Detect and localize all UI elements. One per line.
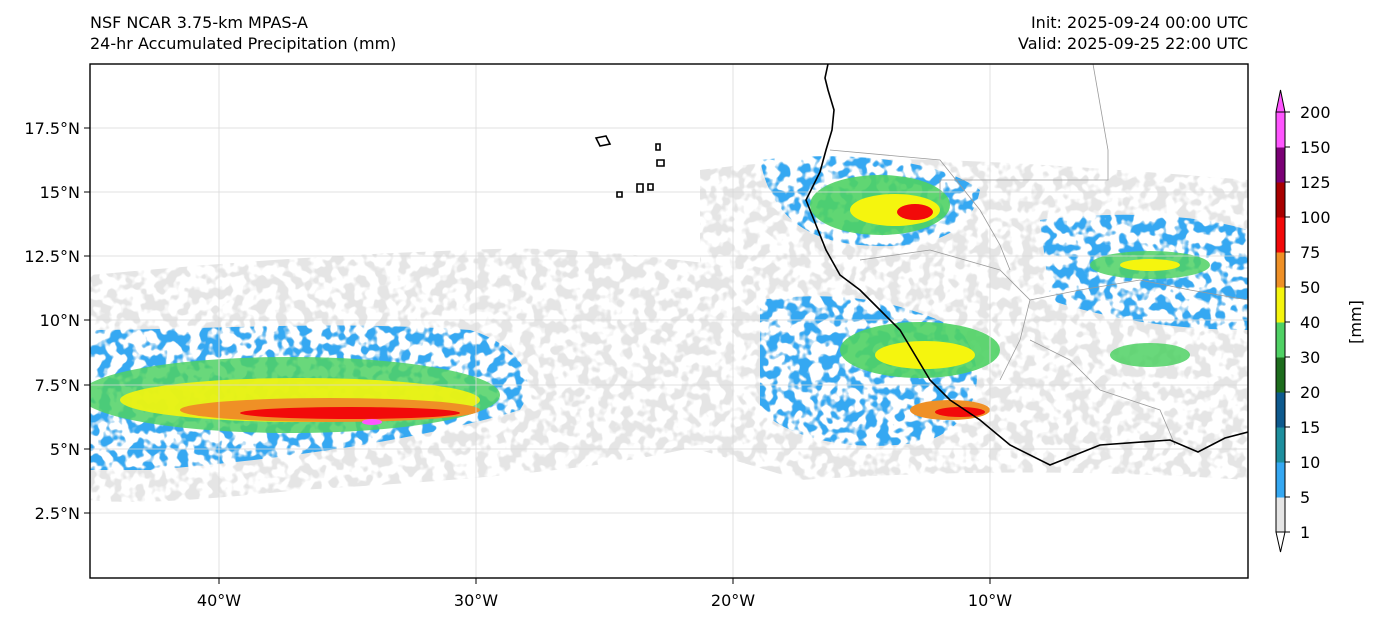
- title-right: Init: 2025-09-24 00:00 UTC Valid: 2025-0…: [1018, 12, 1248, 54]
- lat-tick-label: 15°N: [40, 183, 80, 202]
- lat-tick-label: 10°N: [40, 311, 80, 330]
- colorbar-extend-min: [1275, 531, 1286, 553]
- colorbar-segment: [1276, 357, 1285, 393]
- precip-heavy-cores: [90, 175, 1210, 433]
- coastline: [594, 64, 1248, 466]
- colorbar-segment: [1276, 217, 1285, 253]
- heavy-core-red-guinea: [935, 407, 985, 417]
- product-title: 24-hr Accumulated Precipitation (mm): [90, 34, 397, 53]
- colorbar-segment: [1276, 427, 1285, 463]
- heavy-core-green-inland: [1110, 343, 1190, 367]
- colorbar-level-label: 125: [1300, 173, 1331, 192]
- lat-tick-label: 12.5°N: [24, 247, 80, 266]
- country-borders: [829, 64, 1248, 446]
- lat-tick-label: 5°N: [50, 440, 80, 459]
- colorbar-level-label: 200: [1300, 103, 1331, 122]
- border-mali-burkina: [1029, 279, 1248, 301]
- heavy-core-yellow-coast: [875, 341, 975, 369]
- gridlines: [90, 64, 1248, 578]
- cape-verde-islands: [594, 135, 665, 198]
- lat-tick-label: 17.5°N: [24, 119, 80, 138]
- colorbar-segment: [1276, 287, 1285, 323]
- longitude-axis: 40°W 30°W 20°W 10°W: [197, 591, 1012, 610]
- colorbar-segment: [1276, 147, 1285, 183]
- lon-tick-label: 30°W: [454, 591, 498, 610]
- map-frame: [89, 63, 1249, 579]
- map-panel: [90, 64, 1248, 578]
- colorbar-level-label: 150: [1300, 138, 1331, 157]
- colorbar-extend-max: [1275, 89, 1286, 113]
- init-time: Init: 2025-09-24 00:00 UTC: [1030, 13, 1248, 32]
- colorbar-segment: [1276, 322, 1285, 358]
- model-title: NSF NCAR 3.75-km MPAS-A: [90, 13, 308, 32]
- colorbar-segment: [1276, 392, 1285, 428]
- colorbar-level-label: 40: [1300, 313, 1320, 332]
- coast-west-africa: [805, 64, 1248, 466]
- latitude-axis: 17.5°N 15°N 12.5°N 10°N 7.5°N 5°N 2.5°N: [24, 119, 80, 523]
- colorbar-level-label: 50: [1300, 278, 1320, 297]
- colorbar-level-label: 30: [1300, 348, 1320, 367]
- border-cote-divoire: [1029, 339, 1176, 446]
- lon-tick-label: 40°W: [197, 591, 241, 610]
- colorbar-segment: [1276, 497, 1285, 533]
- colorbar-segment: [1276, 182, 1285, 218]
- heavy-core-yellow-far-east: [1120, 259, 1180, 271]
- lon-tick-label: 10°W: [968, 591, 1012, 610]
- lon-tick-label: 20°W: [711, 591, 755, 610]
- lat-tick-marks: [84, 127, 90, 514]
- border-guinea: [859, 249, 1031, 381]
- title-left: NSF NCAR 3.75-km MPAS-A 24-hr Accumulate…: [90, 12, 396, 54]
- colorbar-segment: [1276, 112, 1285, 148]
- lon-tick-marks: [218, 578, 991, 584]
- heavy-core-red-west: [240, 407, 460, 419]
- border-senegal-mali: [829, 149, 1011, 271]
- lat-tick-label: 2.5°N: [35, 504, 80, 523]
- colorbar-segment: [1276, 462, 1285, 498]
- border-mauritania-mali: [939, 64, 1109, 200]
- lat-tick-label: 7.5°N: [35, 376, 80, 395]
- valid-time: Valid: 2025-09-25 22:00 UTC: [1017, 34, 1248, 53]
- colorbar-segment: [1276, 252, 1285, 288]
- heavy-core-magenta-west: [362, 419, 382, 425]
- colorbar-level-label: 1: [1300, 523, 1310, 542]
- colorbar-unit-label: [mm]: [1346, 300, 1365, 344]
- colorbar-level-label: 100: [1300, 208, 1331, 227]
- colorbar-level-label: 15: [1300, 418, 1320, 437]
- colorbar-level-label: 5: [1300, 488, 1310, 507]
- colorbar-level-label: 10: [1300, 453, 1320, 472]
- colorbar-level-label: 20: [1300, 383, 1320, 402]
- colorbar-level-label: 75: [1300, 243, 1320, 262]
- heavy-core-red-northeast: [897, 204, 933, 220]
